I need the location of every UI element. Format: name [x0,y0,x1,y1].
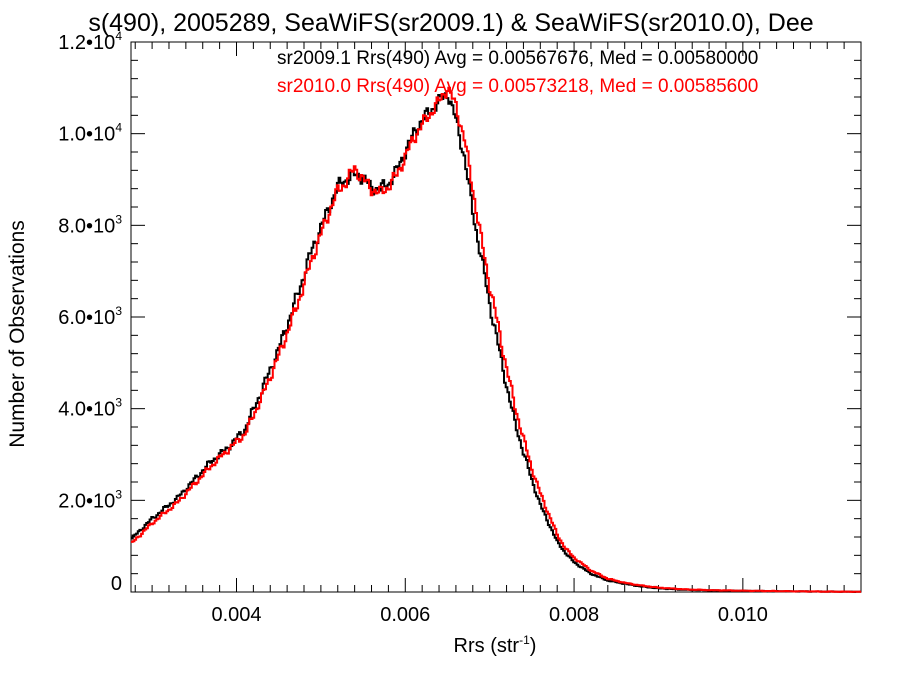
legend: sr2009.1 Rrs(490) Avg = 0.00567676, Med … [277,48,758,97]
legend-entry-sr2010: sr2010.0 Rrs(490) Avg = 0.00573218, Med … [277,76,758,97]
y-tick-label: 6.0•103 [58,304,122,329]
x-tick-label: 0.008 [549,604,599,626]
y-tick-label: 2.0•103 [58,487,122,512]
x-axis-label-superscript: -1 [519,633,530,647]
y-tick-label: 8.0•103 [58,212,122,237]
x-tick-label: 0.010 [718,604,768,626]
x-axis-label: Rrs (str-1) [454,633,537,657]
histogram-series-0 [131,92,862,593]
plot-area: 0 2.0•103 4.0•103 6.0•103 8.0•103 1.0•104 1.2•… [58,29,862,626]
y-axis: 0 2.0•103 4.0•103 6.0•103 8.0•103 1.0•104 1.2•… [58,29,861,595]
series-group [131,86,862,593]
x-tick-label: 0.006 [380,604,430,626]
y-tick-label: 1.2•104 [58,29,122,54]
legend-entry-sr2009: sr2009.1 Rrs(490) Avg = 0.00567676, Med … [277,48,758,69]
y-axis-label: Number of Observations [6,220,29,448]
x-axis-label-tail: ) [530,635,537,657]
y-tick-label: 4.0•103 [58,396,122,421]
x-axis-label-main: Rrs (str [454,635,520,657]
histogram-series-1 [131,86,862,593]
y-tick-label: 1.0•104 [58,121,122,146]
x-tick-label: 0.004 [211,604,261,626]
y-tick-label: 0 [111,573,122,595]
chart-title: s(490), 2005289, SeaWiFS(sr2009.1) & Sea… [88,9,813,37]
